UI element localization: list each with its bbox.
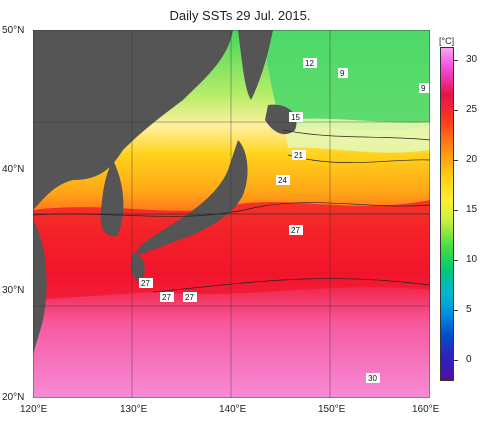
contour-label: 12 <box>303 58 317 68</box>
colorbar-tick <box>454 60 458 61</box>
cool-water-patch <box>283 118 430 153</box>
svg-text:27: 27 <box>185 293 194 302</box>
land-honshu <box>137 140 248 255</box>
lon-label: 160°E <box>412 404 440 415</box>
sst-contours <box>33 129 430 293</box>
svg-text:21: 21 <box>294 151 303 160</box>
svg-text:30: 30 <box>368 374 377 383</box>
svg-text:27: 27 <box>141 279 150 288</box>
svg-text:12: 12 <box>305 59 314 68</box>
colorbar-tick <box>454 360 458 361</box>
land-china-coast <box>33 220 47 360</box>
lat-label: 40°N <box>2 164 25 175</box>
land-mainland <box>33 30 233 210</box>
contour-label: 27 <box>289 225 303 235</box>
colorbar-unit: [°C] <box>439 36 455 46</box>
sst-map: 12 9 9 15 21 24 27 27 27 27 30 <box>33 30 430 398</box>
colorbar-tick-label: 30 <box>466 54 478 65</box>
lon-label: 120°E <box>20 404 48 415</box>
colorbar-tick <box>454 260 458 261</box>
svg-text:27: 27 <box>162 293 171 302</box>
colorbar-tick <box>454 160 458 161</box>
colorbar-tick-label: 15 <box>466 204 478 215</box>
colorbar-tick-label: 20 <box>466 154 478 165</box>
svg-text:9: 9 <box>340 69 345 78</box>
colorbar-tick-label: 25 <box>466 104 478 115</box>
lon-label: 140°E <box>219 404 247 415</box>
svg-text:15: 15 <box>291 113 300 122</box>
svg-text:24: 24 <box>278 176 287 185</box>
land-korea <box>100 160 124 237</box>
lat-label: 20°N <box>2 392 25 403</box>
warm-current-band <box>33 200 430 300</box>
contour-label: 27 <box>139 278 153 288</box>
contour-label: 27 <box>160 292 174 302</box>
colorbar-tick <box>454 310 458 311</box>
land-kyushu <box>130 252 145 282</box>
colorbar-tick <box>454 110 458 111</box>
map-title: Daily SSTs 29 Jul. 2015. <box>169 8 311 23</box>
contour-label: 24 <box>276 175 290 185</box>
cold-water-region <box>263 30 430 131</box>
lat-label: 30°N <box>2 285 25 296</box>
land-sakhalin <box>238 30 273 100</box>
colorbar-tick-label: 0 <box>466 354 472 365</box>
lon-label: 130°E <box>120 404 148 415</box>
lat-lon-grid <box>33 30 430 398</box>
contour-label: 9 <box>419 83 429 93</box>
colorbar <box>440 47 454 381</box>
colorbar-tick-label: 5 <box>466 304 472 315</box>
contour-label-group: 12 9 9 15 21 24 27 27 27 27 30 <box>139 58 429 383</box>
lat-label: 50°N <box>2 25 25 36</box>
colorbar-tick-label: 10 <box>466 254 478 265</box>
contour-label: 21 <box>292 150 306 160</box>
lon-label: 150°E <box>318 404 346 415</box>
svg-text:27: 27 <box>291 226 300 235</box>
land-hokkaido <box>265 104 297 135</box>
contour-label: 15 <box>289 112 303 122</box>
contour-label: 9 <box>338 68 348 78</box>
colorbar-tick <box>454 210 458 211</box>
contour-label: 30 <box>366 373 380 383</box>
contour-label: 27 <box>183 292 197 302</box>
svg-text:9: 9 <box>421 84 426 93</box>
